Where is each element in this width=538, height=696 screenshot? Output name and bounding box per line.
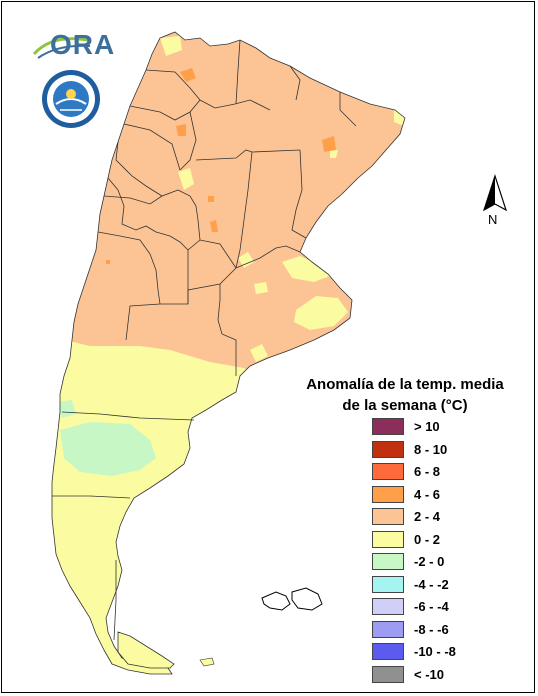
legend-label: -2 - 0 [414,554,445,569]
ora-logo: ORA [32,28,116,62]
legend-label: -4 - -2 [414,576,449,592]
legend-title-line2: de la semana (°C) [342,397,468,414]
legend-label: -8 - -6 [414,621,449,637]
legend-title-line1: Anomalía de la temp. media [306,376,504,393]
legend-swatch [372,508,404,525]
ora-logo-text: ORA [50,29,116,60]
north-label: N [488,212,498,227]
legend-swatch [372,440,404,458]
legend-swatch [372,418,404,435]
legend-title: Anomalía de la temp. media de la semana … [290,374,520,416]
legend-swatch [372,598,404,615]
legend-swatch [372,665,404,683]
legend-label: < -10 [414,666,444,682]
legend-label: 4 - 6 [414,486,441,502]
legend-label: > 10 [414,419,440,434]
legend-label: 0 - 2 [414,531,441,547]
north-arrow-icon [482,174,508,212]
legend-swatch [372,620,404,638]
legend-swatch [372,530,404,548]
legend-swatch [372,553,404,570]
legend-swatch [372,485,404,503]
legend-swatch [372,575,404,593]
legend-label: 8 - 10 [414,441,448,457]
legend-label: 6 - 8 [414,464,441,479]
legend-swatch [372,463,404,480]
smn-seal-icon [42,70,100,128]
legend-label: 2 - 4 [414,509,441,524]
ora-swoosh-icon [32,37,91,59]
legend-label: -10 - -8 [414,644,456,659]
legend-label: -6 - -4 [414,599,449,614]
legend-swatch [372,643,404,660]
